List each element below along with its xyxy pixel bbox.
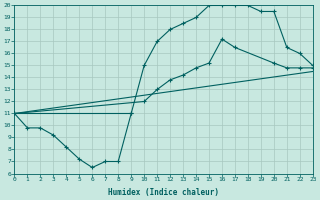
X-axis label: Humidex (Indice chaleur): Humidex (Indice chaleur) [108,188,219,197]
